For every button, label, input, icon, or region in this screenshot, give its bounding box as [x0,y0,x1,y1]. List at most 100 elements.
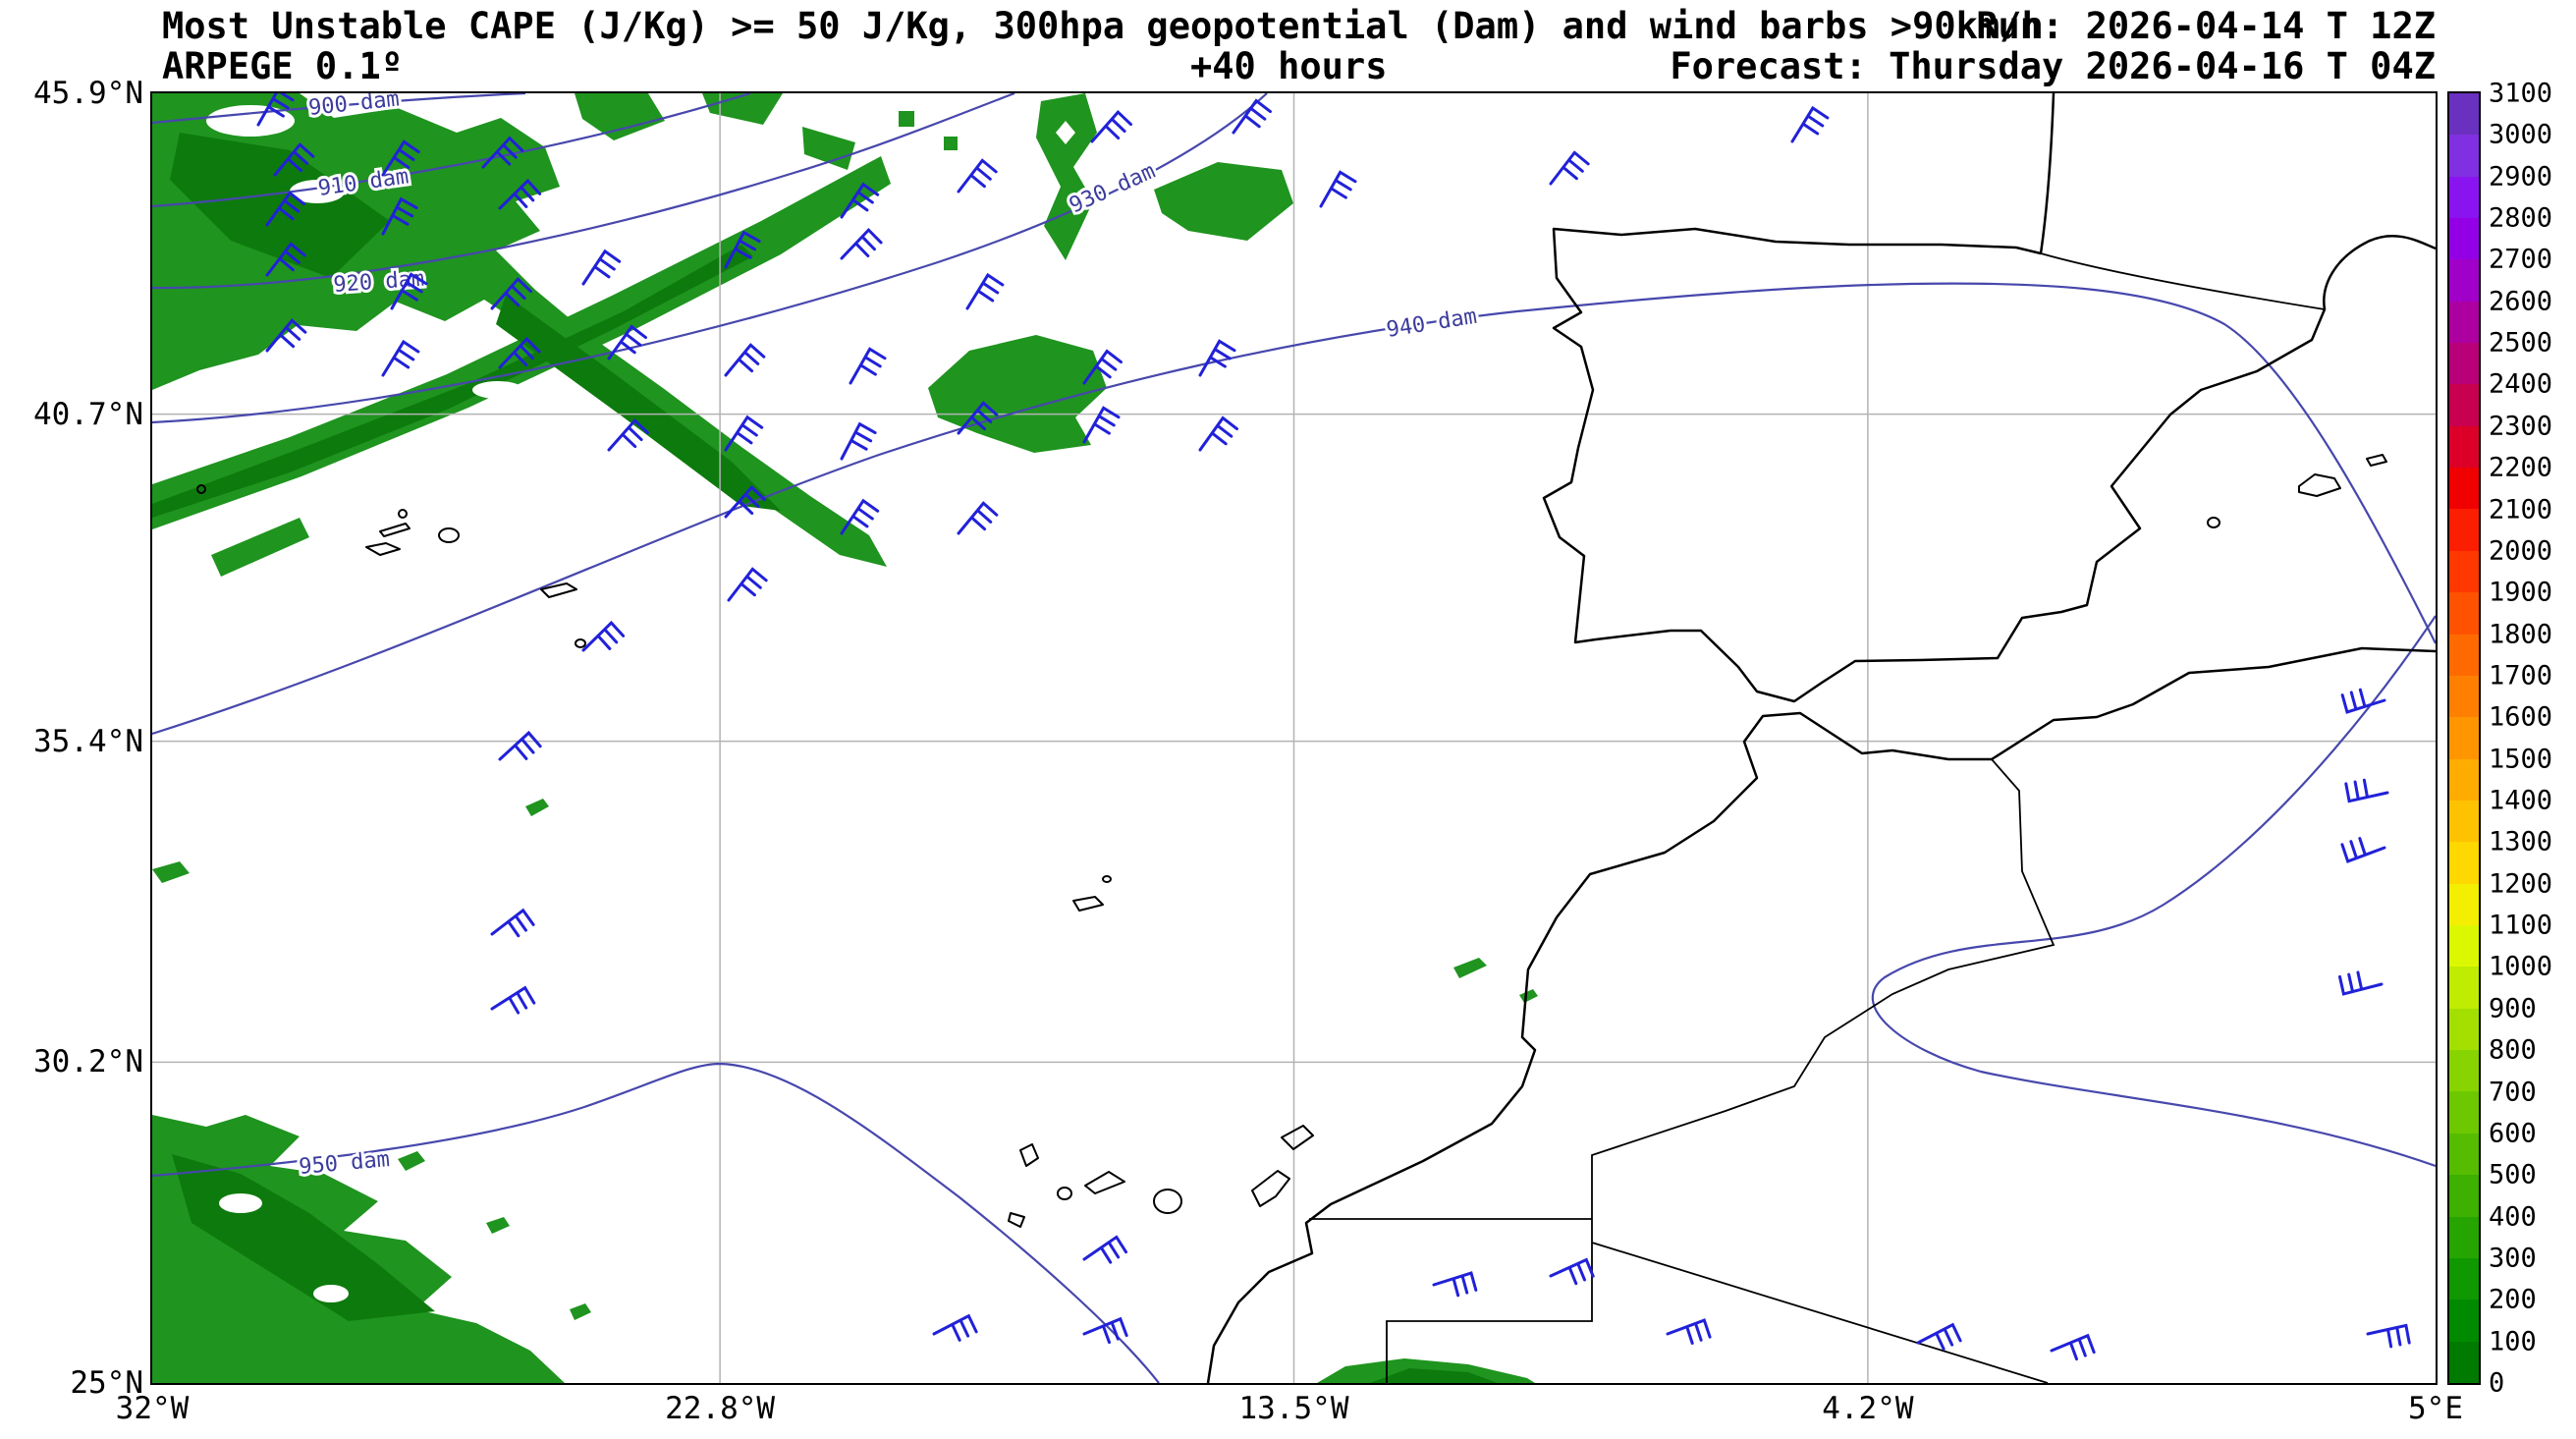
wind-barb [2335,675,2386,724]
run-datetime-label: Run: 2026-04-14 T 12Z [1976,5,2436,47]
colorbar-segment [2449,301,2479,344]
colorbar-tick-label: 800 [2489,1034,2537,1066]
wind-barb [2335,823,2386,872]
colorbar-tick-label: 200 [2489,1284,2537,1315]
colorbar-segment [2449,1300,2479,1342]
wind-barb [381,337,421,384]
balearic-islands [2207,454,2387,528]
border-northwest-africa [1309,758,2055,1383]
wind-barb [490,978,540,1029]
country-borders [1309,252,2326,1383]
model-label: ARPEGE 0.1º [162,45,404,87]
colorbar-segment [2449,343,2479,385]
map-plot-area: 900 dam 910 dam 920 dam 930 dam 940 dam 950 d… [150,91,2438,1385]
colorbar-tick-label: 2300 [2489,411,2553,442]
wind-barb [1790,103,1831,150]
colorbar-segment [2449,1133,2479,1176]
colorbar-segment [2449,758,2479,801]
colorbar-tick-label: 1800 [2489,619,2553,650]
colorbar-segment [2449,800,2479,843]
wind-barb [957,154,1000,203]
colorbar-segment [2449,135,2479,177]
wind-barb [727,563,770,612]
colorbar-tick-label: 500 [2489,1159,2537,1190]
colorbar-segment [2449,176,2479,218]
forecast-lead-label: +40 hours [1190,45,1388,87]
colorbar-tick-label: 1700 [2489,660,2553,692]
y-axis-tick-label: 40.7°N [33,396,143,432]
colorbar-segment [2449,259,2479,302]
wind-barb [724,339,768,388]
colorbar-segment [2449,425,2479,469]
colorbar-segment [2449,717,2479,759]
geopotential-contours [152,93,2436,1383]
y-axis-tick-label: 30.2°N [33,1044,143,1080]
colorbar-tick-label: 3000 [2489,119,2553,150]
wind-barb [1549,146,1592,195]
wind-barb [1319,168,1358,214]
colorbar-segment [2449,634,2479,676]
wind-barb [1232,95,1274,143]
wind-barb [1549,1249,1600,1300]
y-axis-tick-label: 35.4°N [33,723,143,759]
coast-north-africa [1206,646,2436,1383]
colorbar-segment [2449,1341,2479,1383]
colorbar-tick-label: 300 [2489,1243,2537,1274]
colorbar-segment [2449,1091,2479,1134]
contour-label: 950 dam [298,1147,391,1180]
wind-barb [1198,413,1240,461]
colorbar-segment [2449,468,2479,510]
colorbar-segment [2449,842,2479,884]
colorbar [2447,91,2481,1385]
colorbar-tick-label: 900 [2489,993,2537,1024]
colorbar-tick-label: 3100 [2489,78,2553,109]
x-axis-tick-label: 5°E [2408,1391,2463,1426]
wind-barb [1082,1308,1133,1357]
colorbar-segment [2449,1050,2479,1092]
colorbar-tick-label: 2700 [2489,244,2553,275]
wind-barb [2050,1325,2101,1374]
wind-barb [581,615,628,666]
wind-barb [932,1305,982,1356]
colorbar-segment [2449,550,2479,593]
wind-barb [2332,958,2384,1006]
colorbar-segment [2449,1008,2479,1051]
colorbar-tick-label: 1600 [2489,701,2553,733]
border-pyrenees [2040,252,2326,310]
x-axis-tick-label: 13.5°W [1238,1391,1349,1426]
forecast-valid-label: Forecast: Thursday 2026-04-16 T 04Z [1670,45,2436,87]
wind-barb [965,270,1006,317]
colorbar-segment [2449,925,2479,968]
colorbar-segment [2449,1216,2479,1258]
wind-barb [1082,404,1122,450]
colorbar-segment [2449,92,2479,136]
grid-lines [152,93,2436,1383]
colorbar-tick-label: 1400 [2489,785,2553,816]
wind-barbs [256,93,2416,1374]
colorbar-tick-label: 2600 [2489,286,2553,317]
x-axis-tick-label: 4.2°W [1822,1391,1914,1426]
wind-barb [490,902,539,953]
colorbar-tick-label: 2000 [2489,535,2553,567]
azores-islands [196,484,586,648]
colorbar-tick-label: 100 [2489,1326,2537,1357]
wind-barb [1082,1228,1131,1279]
colorbar-tick-label: 2200 [2489,452,2553,483]
colorbar-segment [2449,217,2479,260]
colorbar-tick-label: 2900 [2489,161,2553,193]
x-axis-tick-label: 32°W [115,1391,190,1426]
chart-title: Most Unstable CAPE (J/Kg) >= 50 J/Kg, 30… [162,5,2044,47]
colorbar-tick-label: 0 [2489,1367,2505,1399]
wind-barb [2366,1313,2416,1360]
colorbar-tick-label: 1500 [2489,744,2553,775]
x-axis-tick-label: 22.8°W [665,1391,776,1426]
y-axis-tick-label: 45.9°N [33,76,143,111]
madeira-islands [1072,875,1112,912]
colorbar-segment [2449,592,2479,635]
colorbar-segment [2449,967,2479,1009]
colorbar-segment [2449,1175,2479,1217]
colorbar-tick-label: 1000 [2489,951,2553,982]
wind-barb [498,725,545,775]
contour-label: 940 dam [1385,304,1478,343]
